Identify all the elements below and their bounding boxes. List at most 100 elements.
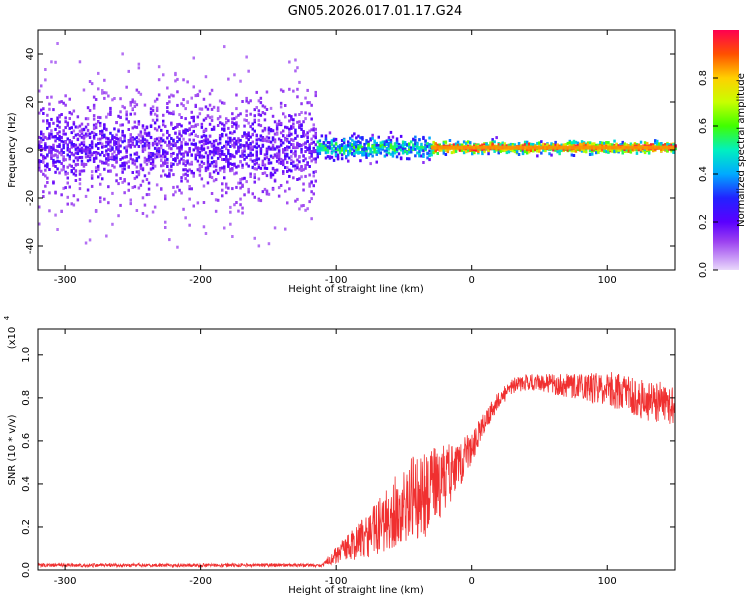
spectrogram-cell <box>92 151 96 155</box>
spectrogram-cell <box>223 165 226 169</box>
spectrogram-cell <box>113 157 116 161</box>
spectrogram-cell <box>192 129 195 133</box>
spectrogram-cell <box>302 204 305 207</box>
spectrogram-cell <box>135 159 139 163</box>
spectrogram-cell <box>125 149 128 153</box>
spectrogram-cell <box>332 144 336 148</box>
spectrogram-cell <box>552 143 555 147</box>
spectrogram-cell <box>314 94 317 98</box>
spectrogram-cell <box>403 148 407 151</box>
spectrogram-cell <box>164 150 167 154</box>
spectrogram-cell <box>88 219 92 223</box>
spectrogram-cell <box>129 153 132 157</box>
spectrogram-cell <box>78 124 82 128</box>
spectrogram-cell <box>414 154 417 158</box>
spectrogram-cell <box>186 179 189 183</box>
spectrogram-cell <box>282 141 285 145</box>
spectrogram-cell <box>141 140 145 143</box>
spectrogram-cell <box>414 144 417 148</box>
spectrogram-cell <box>129 133 132 137</box>
spectrogram-cell <box>101 142 104 146</box>
spectrogram-cell <box>304 141 307 145</box>
spectrogram-cell <box>428 145 431 149</box>
spectrogram-cell <box>176 162 179 166</box>
spectrogram-cell <box>304 174 307 178</box>
spectrogram-cell <box>155 152 159 155</box>
spectrogram-cell <box>216 142 220 146</box>
spectrogram-cell <box>60 168 63 172</box>
spectrogram-cell <box>316 155 319 159</box>
spectrogram-cell <box>38 111 41 115</box>
spectrogram-cell <box>233 122 236 126</box>
spectrogram-cell <box>418 138 421 142</box>
spectrogram-cell <box>377 135 380 139</box>
spectrogram-cell <box>162 161 165 165</box>
spectrogram-cell <box>253 129 256 133</box>
spectrogram-cell <box>94 133 98 137</box>
spectrogram-cell <box>182 173 185 177</box>
spectrogram-cell <box>137 133 141 137</box>
spectrogram-cell <box>172 141 175 145</box>
spectrogram-cell <box>328 144 332 148</box>
snr-panel: -300 -200 -100 0 100 0.00.20.40.60.81.0 Heig… <box>3 315 676 596</box>
spectrogram-cell <box>206 146 210 150</box>
spectrogram-cell <box>206 154 210 158</box>
spectrogram-cell <box>611 149 614 153</box>
spectrogram-cell <box>115 121 118 124</box>
spectrogram-cell <box>336 148 340 152</box>
spectrogram-cell <box>572 149 576 153</box>
spectrogram-cell <box>312 157 315 161</box>
spectrogram-cell <box>530 149 533 153</box>
spectrogram-cell <box>334 137 338 141</box>
spectrogram-cell <box>42 138 45 142</box>
spectrogram-cell <box>625 148 628 152</box>
spectrogram-cell <box>462 151 466 155</box>
spectrogram-cell <box>310 180 313 184</box>
spectrogram-cell <box>347 140 350 144</box>
spectrogram-cell <box>135 142 139 146</box>
spectrogram-cell <box>164 161 167 165</box>
spectrogram-cell <box>556 150 559 154</box>
spectrogram-cell <box>143 174 147 178</box>
spectrogram-cell <box>40 136 43 140</box>
spectrogram-cell <box>261 136 265 140</box>
spectrogram-cell <box>80 130 84 134</box>
spectrogram-cell <box>180 176 183 180</box>
spectrogram-cell <box>92 135 96 138</box>
spectrogram-cell <box>82 136 86 139</box>
spectrogram-cell <box>375 146 378 149</box>
spectrogram-cell <box>151 210 155 214</box>
x-tick-label: -100 <box>325 275 348 286</box>
spectrogram-cell <box>330 147 334 151</box>
colorbar-gradient <box>713 30 739 270</box>
spectrogram-cell <box>52 163 55 167</box>
spectrogram-cell <box>282 148 285 152</box>
spectrogram-cell <box>525 148 529 152</box>
spectrogram-cell <box>56 154 59 158</box>
spectrogram-cell <box>56 124 59 128</box>
spectrogram-cell <box>147 156 151 159</box>
spectrogram-cell <box>408 142 411 146</box>
spectrogram-cell <box>308 143 311 147</box>
spectrogram-cell <box>265 147 269 151</box>
spectrogram-cell <box>141 149 145 153</box>
spectrogram-cell <box>271 129 275 133</box>
spectrogram-cell <box>135 152 139 156</box>
spectrogram-cell <box>310 197 313 201</box>
spectrogram-cell <box>249 151 252 155</box>
spectrogram-cell <box>192 174 195 178</box>
x-tick-label: -300 <box>54 576 77 587</box>
spectrogram-cell <box>239 160 242 164</box>
spectrogram-cell <box>469 141 472 145</box>
spectrogram-cell <box>237 149 240 153</box>
spectrogram-cell <box>410 140 413 144</box>
spectrogram-cell <box>314 136 317 140</box>
spectrogram-cell <box>135 175 139 179</box>
spectrogram-cell <box>424 146 427 150</box>
spectrogram-cell <box>273 138 277 142</box>
spectrogram-cell <box>290 169 293 173</box>
spectrogram-cell <box>48 209 51 213</box>
spectrogram-cell <box>68 126 71 130</box>
spectrogram-cell <box>412 146 415 150</box>
spectrogram-cell <box>243 153 246 157</box>
